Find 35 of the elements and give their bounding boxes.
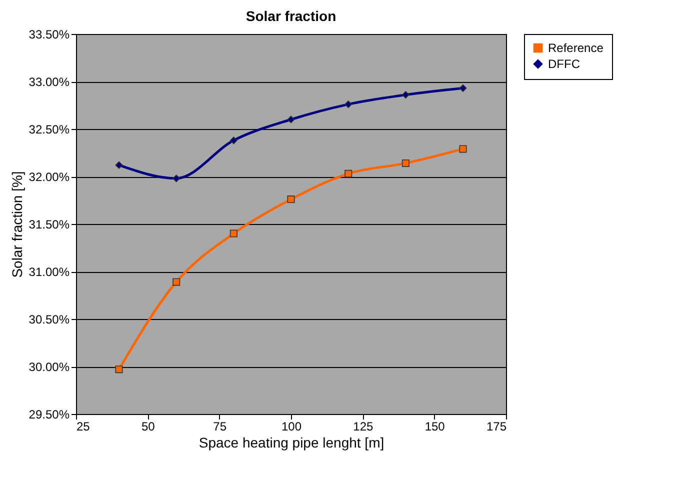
point — [459, 145, 467, 153]
x-tick-label: 50 — [141, 420, 156, 434]
legend-label: Reference — [548, 41, 604, 55]
y-tick-label: 32.00% — [28, 170, 70, 184]
point — [287, 196, 295, 204]
point — [230, 230, 238, 238]
x-tick-label: 25 — [76, 420, 90, 434]
y-tick-label: 31.00% — [28, 265, 70, 279]
point — [402, 91, 410, 99]
y-tick-label: 33.50% — [28, 28, 70, 42]
x-tick-label: 75 — [213, 420, 227, 434]
y-axis-title: Solar fraction [%] — [8, 171, 25, 278]
y-tick-label: 30.50% — [28, 312, 70, 326]
x-tick-label: 150 — [424, 420, 446, 434]
y-tick-label: 32.50% — [28, 122, 70, 136]
chart-title: Solar fraction — [246, 8, 336, 24]
x-tick-label: 175 — [486, 420, 507, 434]
point — [172, 278, 180, 286]
point — [344, 170, 352, 178]
y-tick-label: 33.00% — [28, 75, 70, 89]
point — [459, 84, 467, 92]
point — [344, 100, 352, 108]
y-tick-label: 29.50% — [28, 408, 70, 422]
x-tick-label: 125 — [353, 420, 374, 434]
point — [172, 174, 180, 182]
x-axis-title: Space heating pipe lenght [m] — [198, 434, 384, 450]
point — [287, 116, 295, 124]
point — [230, 136, 238, 144]
y-tick-label: 30.00% — [28, 360, 70, 374]
point — [402, 159, 410, 167]
x-tick-label: 100 — [281, 420, 302, 434]
point — [115, 366, 123, 374]
y-tick-label: 31.50% — [28, 218, 70, 232]
legend-label: DFFC — [548, 57, 580, 71]
point — [115, 161, 123, 169]
